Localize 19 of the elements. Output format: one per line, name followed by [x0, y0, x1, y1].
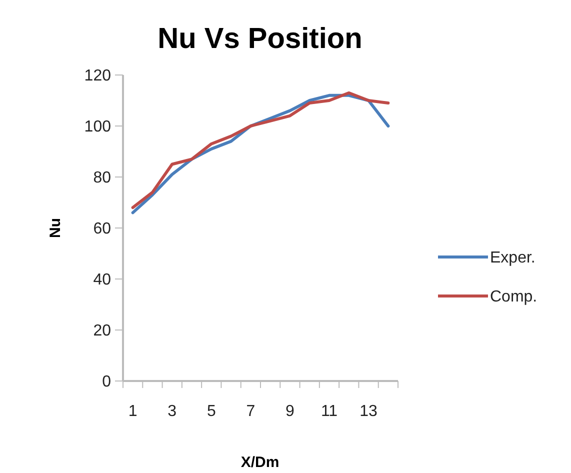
- y-tick-label: 40: [93, 272, 112, 289]
- y-tick-label: 20: [93, 322, 112, 340]
- legend-label: Comp.: [490, 288, 538, 306]
- y-tick-label: 100: [84, 118, 112, 136]
- x-tick-label: 3: [168, 403, 177, 420]
- x-tick-label: 11: [320, 403, 338, 420]
- x-tick-label: 1: [128, 403, 138, 420]
- x-axis-title: X/Dm: [240, 454, 280, 471]
- y-tick-label: 120: [84, 68, 112, 85]
- y-axis-title: Nu: [47, 218, 64, 238]
- x-tick-label: 13: [360, 403, 378, 420]
- x-tick-label: 7: [246, 403, 256, 420]
- y-tick-label: 60: [93, 220, 112, 238]
- chart-title: Nu Vs Position: [158, 23, 362, 55]
- x-tick-label: 9: [286, 403, 295, 420]
- x-tick-label: 5: [206, 403, 216, 420]
- y-tick-label: 80: [93, 170, 112, 187]
- y-tick-label: 0: [102, 374, 112, 391]
- legend-label: Exper.: [490, 250, 536, 267]
